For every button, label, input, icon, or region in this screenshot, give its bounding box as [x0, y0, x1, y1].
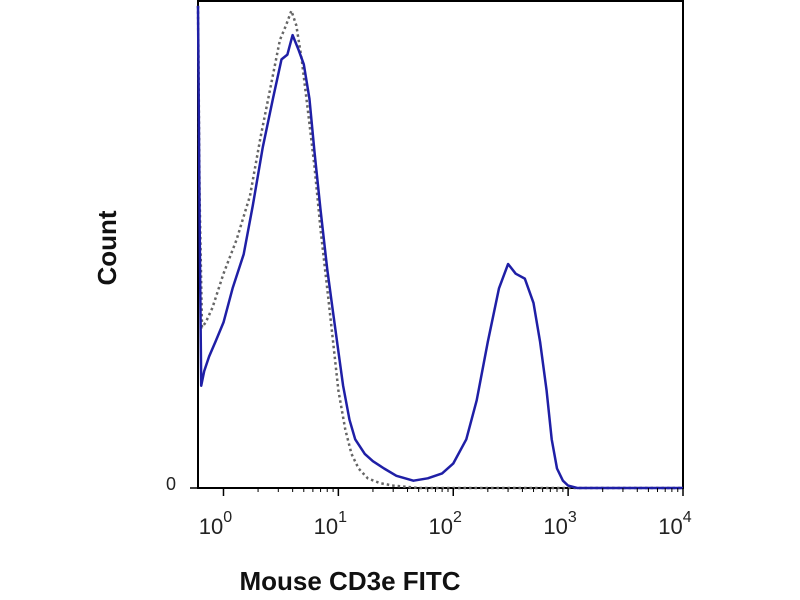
series-layer	[196, 5, 683, 490]
x-axis-title: Mouse CD3e FITC	[239, 566, 460, 596]
x-tick-label: 100	[199, 509, 232, 539]
series-line-stained	[196, 5, 683, 490]
plot-frame	[197, 0, 684, 489]
x-tick-label: 102	[429, 509, 462, 539]
x-tick-label: 104	[658, 509, 691, 539]
y-axis-ticks: 0	[166, 474, 198, 494]
y-axis-title: Count	[92, 210, 122, 285]
x-tick-label: 101	[314, 509, 347, 539]
x-axis-ticks: 100 101 102 103 104	[199, 488, 692, 539]
y-tick-label: 0	[166, 474, 176, 494]
x-tick-label: 103	[543, 509, 576, 539]
